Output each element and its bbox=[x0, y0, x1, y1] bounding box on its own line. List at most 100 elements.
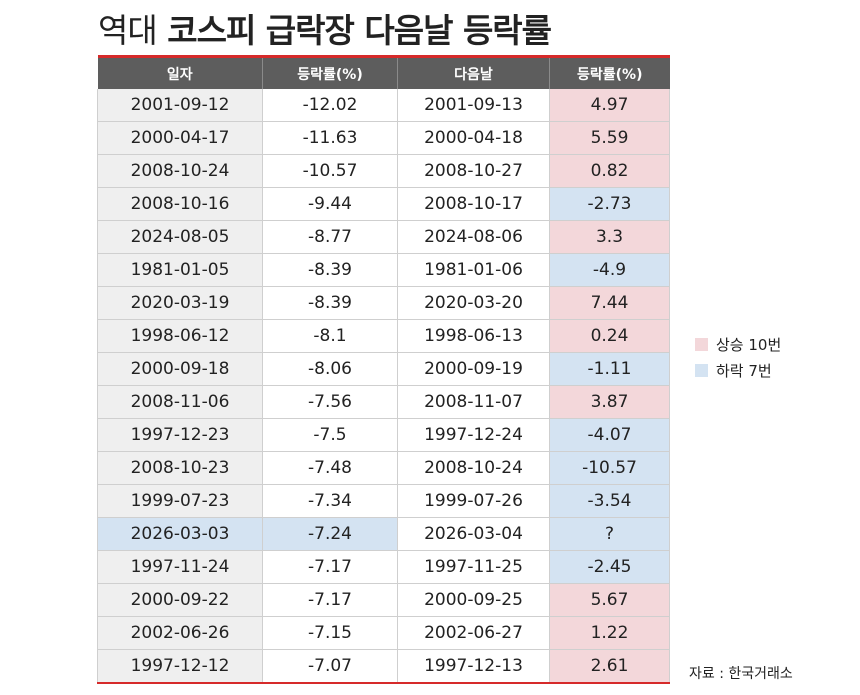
table-row: 2001-09-12 -12.02 2001-09-13 4.97 bbox=[97, 89, 670, 122]
cell-date: 1997-12-12 bbox=[97, 649, 263, 684]
table-row: 1981-01-05 -8.39 1981-01-06 -4.9 bbox=[97, 253, 670, 287]
cell-date: 2024-08-05 bbox=[97, 220, 263, 254]
cell-change: -7.15 bbox=[262, 616, 398, 650]
table-row: 2008-11-06 -7.56 2008-11-07 3.87 bbox=[97, 385, 670, 419]
cell-date: 2000-09-18 bbox=[97, 352, 263, 386]
legend: 상승 10번 하락 7번 bbox=[695, 333, 781, 385]
table-row: 1999-07-23 -7.34 1999-07-26 -3.54 bbox=[97, 484, 670, 518]
cell-date: 2000-09-22 bbox=[97, 583, 263, 617]
table-row: 2000-09-18 -8.06 2000-09-19 -1.11 bbox=[97, 352, 670, 386]
cell-next-change: 0.24 bbox=[549, 319, 670, 353]
cell-next-change: 4.97 bbox=[549, 89, 670, 122]
legend-up-label: 상승 10번 bbox=[716, 335, 782, 354]
table-header-row: 일자 등락률(%) 다음날 등락률(%) bbox=[97, 56, 670, 89]
cell-date: 2008-10-16 bbox=[97, 187, 263, 221]
cell-next-change: -4.9 bbox=[549, 253, 670, 287]
cell-next-date: 1997-12-24 bbox=[397, 418, 550, 452]
cell-date: 2008-10-23 bbox=[97, 451, 263, 485]
table-row: 2008-10-23 -7.48 2008-10-24 -10.57 bbox=[97, 451, 670, 485]
cell-next-date: 1997-12-13 bbox=[397, 649, 550, 684]
cell-next-date: 2008-10-24 bbox=[397, 451, 550, 485]
cell-change: -7.07 bbox=[262, 649, 398, 684]
cell-next-change: -1.11 bbox=[549, 352, 670, 386]
cell-change: -8.39 bbox=[262, 286, 398, 320]
cell-change: -7.5 bbox=[262, 418, 398, 452]
cell-next-change: 3.3 bbox=[549, 220, 670, 254]
cell-next-change: 7.44 bbox=[549, 286, 670, 320]
header-change: 등락률(%) bbox=[262, 56, 398, 89]
cell-change: -7.48 bbox=[262, 451, 398, 485]
legend-down: 하락 7번 bbox=[695, 359, 781, 381]
table-row: 2000-04-17 -11.63 2000-04-18 5.59 bbox=[97, 121, 670, 155]
cell-next-change: 5.67 bbox=[549, 583, 670, 617]
cell-next-change: 2.61 bbox=[549, 649, 670, 684]
legend-up: 상승 10번 bbox=[695, 333, 781, 355]
cell-next-date: 2008-11-07 bbox=[397, 385, 550, 419]
header-next-change: 등락률(%) bbox=[549, 56, 670, 89]
cell-change: -8.1 bbox=[262, 319, 398, 353]
table-row: 1997-12-23 -7.5 1997-12-24 -4.07 bbox=[97, 418, 670, 452]
crash-day-table: 일자 등락률(%) 다음날 등락률(%) 2001-09-12 -12.02 200… bbox=[97, 55, 670, 684]
table-row: 1998-06-12 -8.1 1998-06-13 0.24 bbox=[97, 319, 670, 353]
legend-down-swatch bbox=[695, 363, 708, 377]
cell-date: 2020-03-19 bbox=[97, 286, 263, 320]
cell-next-date: 2001-09-13 bbox=[397, 89, 550, 122]
table-row: 1997-11-24 -7.17 1997-11-25 -2.45 bbox=[97, 550, 670, 584]
cell-date: 1998-06-12 bbox=[97, 319, 263, 353]
cell-change: -8.06 bbox=[262, 352, 398, 386]
table-row: 2008-10-16 -9.44 2008-10-17 -2.73 bbox=[97, 187, 670, 221]
cell-date: 1999-07-23 bbox=[97, 484, 263, 518]
cell-next-change: -2.45 bbox=[549, 550, 670, 584]
title-prefix: 역대 bbox=[98, 11, 158, 50]
cell-next-date: 2008-10-17 bbox=[397, 187, 550, 221]
cell-date: 2008-11-06 bbox=[97, 385, 263, 419]
cell-change: -7.24 bbox=[262, 517, 398, 551]
table-row: 2020-03-19 -8.39 2020-03-20 7.44 bbox=[97, 286, 670, 320]
header-date: 일자 bbox=[97, 56, 263, 89]
cell-next-date: 1998-06-13 bbox=[397, 319, 550, 353]
table-row: 2002-06-26 -7.15 2002-06-27 1.22 bbox=[97, 616, 670, 650]
cell-date: 1981-01-05 bbox=[97, 253, 263, 287]
cell-next-date: 2020-03-20 bbox=[397, 286, 550, 320]
cell-next-date: 2000-04-18 bbox=[397, 121, 550, 155]
cell-next-date: 2008-10-27 bbox=[397, 154, 550, 188]
cell-change: -7.17 bbox=[262, 550, 398, 584]
cell-change: -7.56 bbox=[262, 385, 398, 419]
cell-change: -7.17 bbox=[262, 583, 398, 617]
cell-next-date: 1997-11-25 bbox=[397, 550, 550, 584]
cell-next-date: 2000-09-19 bbox=[397, 352, 550, 386]
cell-date: 1997-12-23 bbox=[97, 418, 263, 452]
cell-next-change: 5.59 bbox=[549, 121, 670, 155]
cell-next-change: ? bbox=[549, 517, 670, 551]
header-next-date: 다음날 bbox=[397, 56, 550, 89]
cell-next-change: -10.57 bbox=[549, 451, 670, 485]
cell-change: -12.02 bbox=[262, 89, 398, 122]
source-note: 자료 : 한국거래소 bbox=[689, 666, 793, 682]
cell-change: -8.77 bbox=[262, 220, 398, 254]
cell-change: -8.39 bbox=[262, 253, 398, 287]
cell-next-change: -3.54 bbox=[549, 484, 670, 518]
cell-date: 2000-04-17 bbox=[97, 121, 263, 155]
cell-date: 2008-10-24 bbox=[97, 154, 263, 188]
cell-change: -7.34 bbox=[262, 484, 398, 518]
cell-change: -10.57 bbox=[262, 154, 398, 188]
table-row: 2024-08-05 -8.77 2024-08-06 3.3 bbox=[97, 220, 670, 254]
cell-change: -9.44 bbox=[262, 187, 398, 221]
cell-next-date: 2026-03-04 bbox=[397, 517, 550, 551]
table-body: 2001-09-12 -12.02 2001-09-13 4.97 2000-04-17… bbox=[97, 89, 670, 684]
page-title: 역대 코스피 급락장 다음날 등락률 bbox=[98, 10, 552, 52]
cell-next-change: -4.07 bbox=[549, 418, 670, 452]
cell-next-date: 2002-06-27 bbox=[397, 616, 550, 650]
table-row: 1997-12-12 -7.07 1997-12-13 2.61 bbox=[97, 649, 670, 684]
cell-change: -11.63 bbox=[262, 121, 398, 155]
cell-next-change: 0.82 bbox=[549, 154, 670, 188]
cell-next-change: -2.73 bbox=[549, 187, 670, 221]
cell-date: 2026-03-03 bbox=[97, 517, 263, 551]
table-row: 2026-03-03 -7.24 2026-03-04? bbox=[97, 517, 670, 551]
title-main: 코스피 급락장 다음날 등락률 bbox=[167, 11, 552, 50]
cell-next-date: 1981-01-06 bbox=[397, 253, 550, 287]
table-row: 2000-09-22 -7.17 2000-09-25 5.67 bbox=[97, 583, 670, 617]
cell-next-change: 1.22 bbox=[549, 616, 670, 650]
cell-next-date: 1999-07-26 bbox=[397, 484, 550, 518]
cell-next-date: 2024-08-06 bbox=[397, 220, 550, 254]
